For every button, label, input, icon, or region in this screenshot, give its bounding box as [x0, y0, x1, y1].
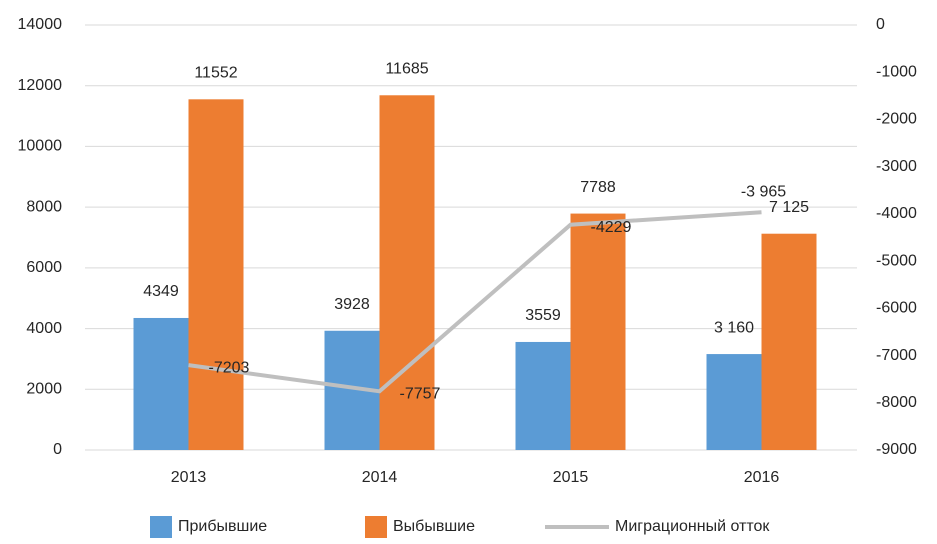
data-label: 3 160 — [714, 319, 754, 336]
y-tick-label: 14000 — [18, 16, 63, 33]
bar — [706, 354, 762, 450]
bar — [188, 99, 244, 451]
y-tick-label: 8000 — [26, 198, 62, 215]
x-tick-label: 2015 — [553, 469, 589, 486]
data-label: 11552 — [194, 65, 237, 82]
y2-tick-label: -1000 — [876, 63, 917, 80]
data-label: -3 965 — [741, 183, 786, 200]
data-label: 11685 — [385, 60, 428, 77]
legend-swatch — [365, 516, 387, 538]
data-label: 3928 — [334, 296, 370, 313]
y-tick-label: 10000 — [18, 138, 63, 155]
legend-swatch — [150, 516, 172, 538]
data-label: 3559 — [525, 307, 561, 324]
data-label: -7757 — [400, 386, 441, 403]
data-label: -4229 — [591, 219, 632, 236]
y-tick-label: 2000 — [26, 381, 62, 398]
y2-tick-label: -4000 — [876, 205, 917, 222]
x-tick-label: 2016 — [744, 469, 780, 486]
data-label: 7 125 — [769, 199, 809, 216]
y2-tick-label: -7000 — [876, 347, 917, 364]
y2-tick-label: -6000 — [876, 300, 917, 317]
bar — [133, 317, 189, 450]
y2-tick-label: -3000 — [876, 158, 917, 175]
legend-label: Выбывшие — [393, 518, 475, 535]
legend-label: Прибывшие — [178, 518, 267, 535]
x-tick-label: 2013 — [171, 469, 207, 486]
y-tick-label: 0 — [53, 441, 62, 458]
x-tick-label: 2014 — [362, 469, 398, 486]
y-tick-label: 6000 — [26, 259, 62, 276]
bar — [570, 213, 626, 450]
y2-tick-label: 0 — [876, 16, 885, 33]
y2-tick-label: -2000 — [876, 111, 917, 128]
line-series — [188, 210, 762, 394]
y2-tick-label: -8000 — [876, 394, 917, 411]
y2-tick-label: -5000 — [876, 252, 917, 269]
legend-label: Миграционный отток — [615, 518, 770, 535]
y2-tick-label: -9000 — [876, 441, 917, 458]
bar — [515, 341, 571, 450]
y-tick-label: 12000 — [18, 77, 63, 94]
data-label: 4349 — [143, 283, 179, 300]
data-label: 7788 — [580, 179, 616, 196]
bar — [761, 233, 817, 450]
y-tick-label: 4000 — [26, 320, 62, 337]
bar — [379, 95, 435, 450]
data-label: -7203 — [209, 359, 250, 376]
